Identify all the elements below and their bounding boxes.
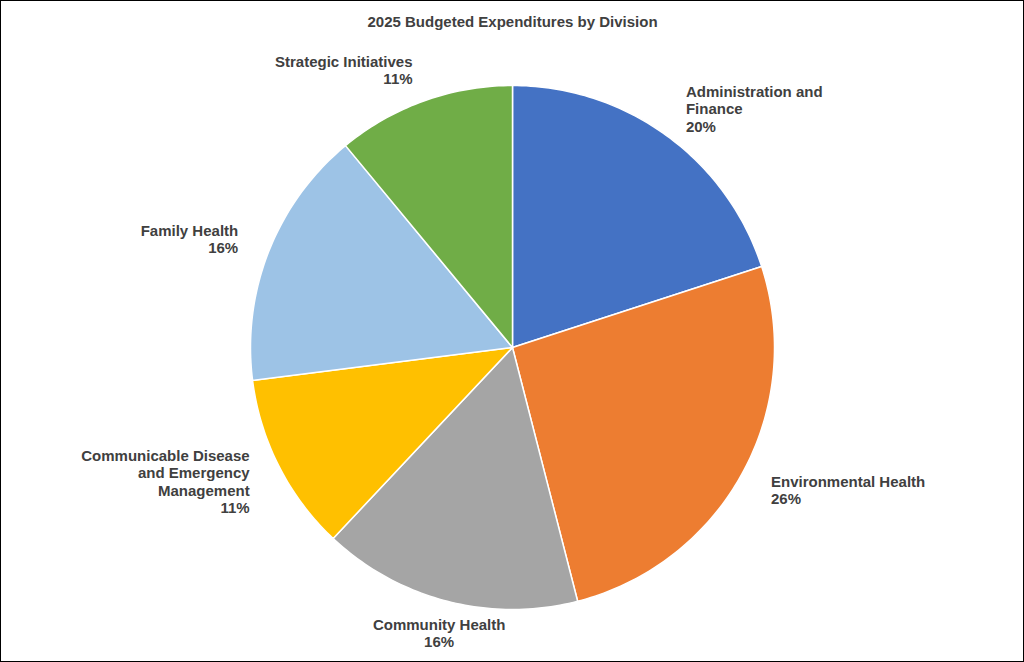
svg-text:2025 Budgeted Expenditures by: 2025 Budgeted Expenditures by Division xyxy=(367,13,657,30)
svg-text:Family Health16%: Family Health16% xyxy=(141,222,239,256)
svg-text:Communicable Diseaseand Emerge: Communicable Diseaseand EmergencyManagem… xyxy=(81,447,250,516)
svg-text:Administration andFinance20%: Administration andFinance20% xyxy=(686,83,823,135)
svg-text:Community Health16%: Community Health16% xyxy=(373,616,506,650)
svg-text:Environmental Health26%: Environmental Health26% xyxy=(771,473,925,507)
svg-text:Strategic Initiatives11%: Strategic Initiatives11% xyxy=(275,53,413,87)
